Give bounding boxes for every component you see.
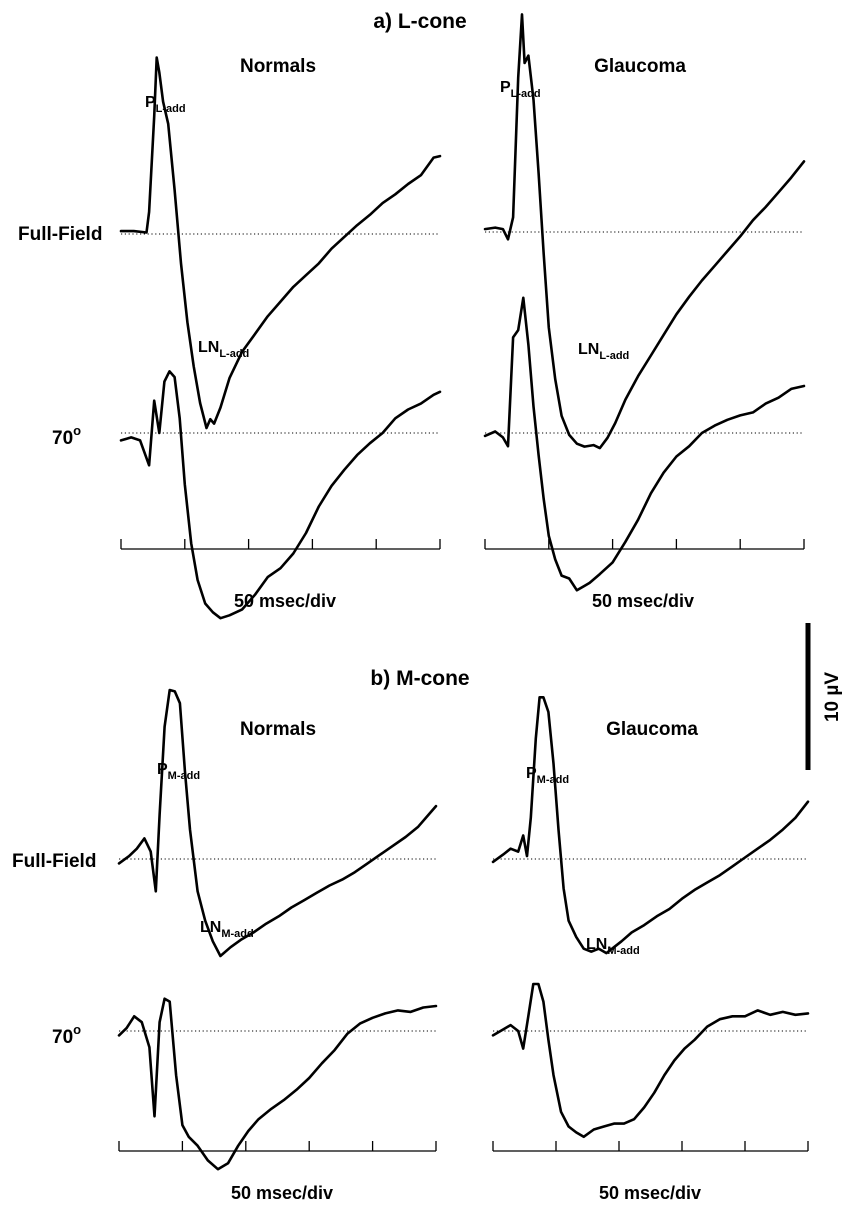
panel-b-title: b) M-cone [370,667,469,690]
trough-label-a-normals: LNL-add [198,339,249,360]
trace-a-glaucoma-70deg [483,296,806,592]
row-label-b-full-field: Full-Field [12,851,96,872]
peak-label-b-glaucoma: PM-add [526,765,569,786]
trace-b-glaucoma-70deg [491,982,810,1139]
trace-a-normals-full-field [119,56,442,430]
scale-bar-label: 10 µV [822,672,843,722]
row-label-a-70: 70o [52,423,81,449]
trace-b-normals-full-field [117,688,438,958]
trough-label-b-glaucoma: LNM-add [586,936,640,957]
xlabel-b-normals: 50 msec/div [231,1183,333,1203]
trace-a-normals-70deg [119,370,442,620]
xlabel-a-normals: 50 msec/div [234,591,336,611]
col-title-a-glaucoma: Glaucoma [594,56,686,77]
xlabel-b-glaucoma: 50 msec/div [599,1183,701,1203]
col-title-b-glaucoma: Glaucoma [606,719,698,740]
plots-layer [117,13,810,1171]
trace-b-normals-70deg [117,997,438,1171]
row-label-a-full-field: Full-Field [18,224,102,245]
col-title-a-normals: Normals [240,56,316,77]
peak-label-a-glaucoma: PL-add [500,79,541,100]
col-title-b-normals: Normals [240,719,316,740]
row-label-b-70: 70o [52,1022,81,1048]
panel-a-title: a) L-cone [373,10,466,33]
trace-b-glaucoma-full-field [491,696,810,955]
trough-label-a-glaucoma: LNL-add [578,341,629,362]
trace-a-glaucoma-full-field [483,13,806,450]
xlabel-a-glaucoma: 50 msec/div [592,591,694,611]
